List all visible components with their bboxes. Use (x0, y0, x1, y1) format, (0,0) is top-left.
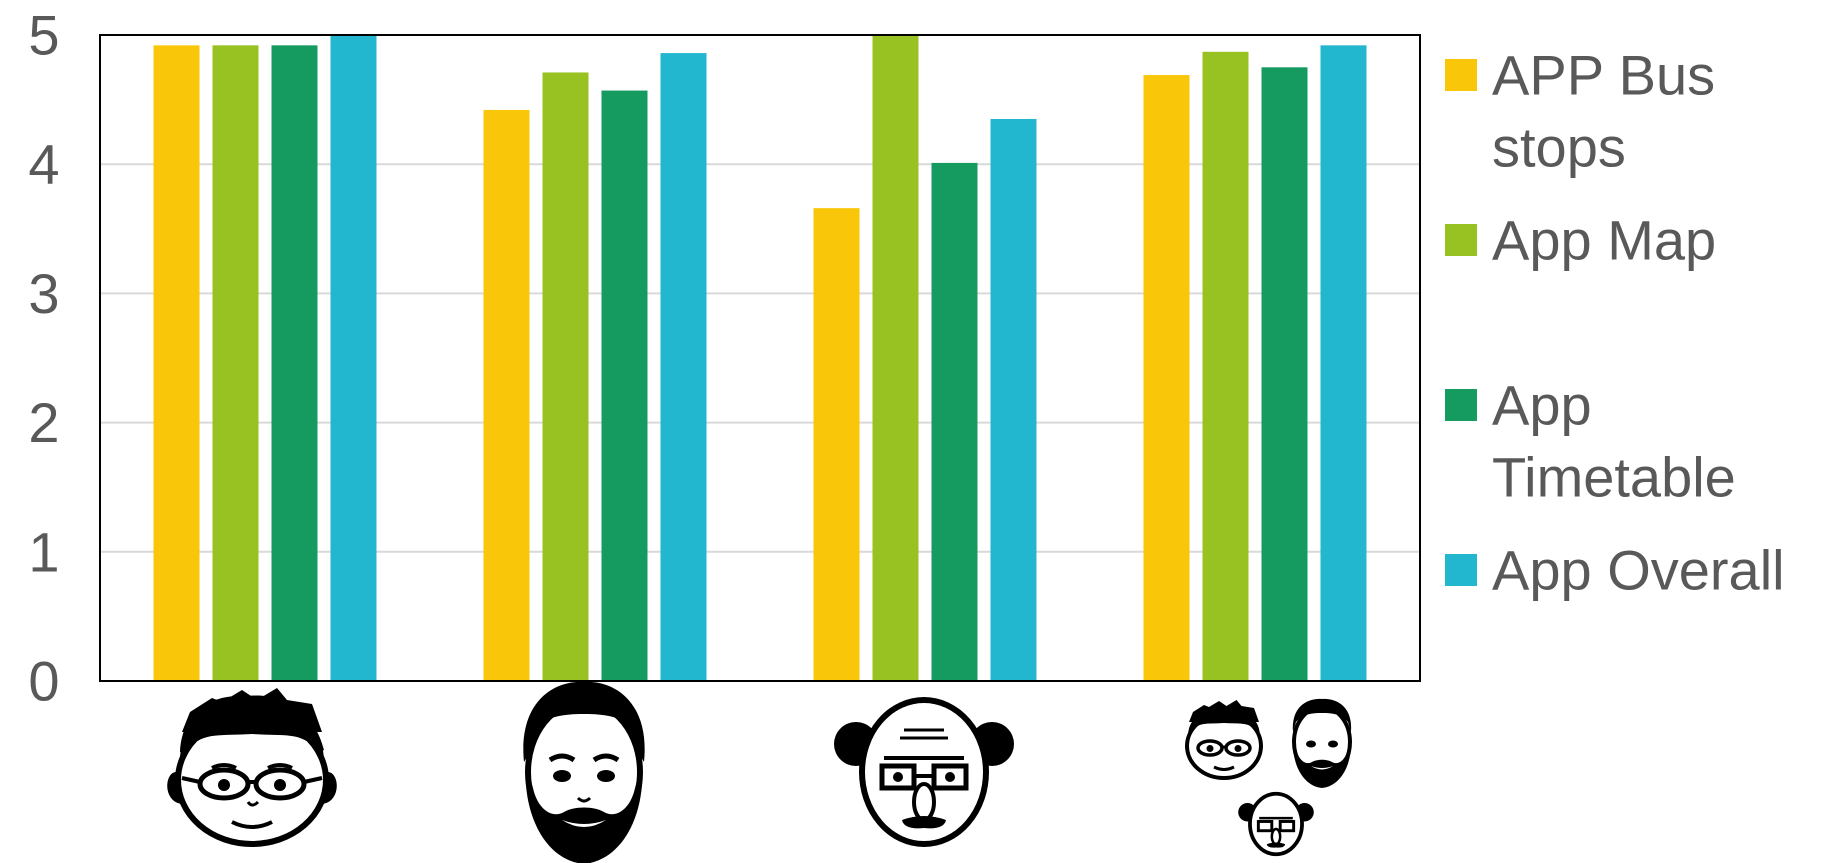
face-beard-icon (523, 681, 645, 863)
bar-user-group-1-series-2 (271, 45, 318, 681)
y-axis-ticks: 0 1 2 3 4 5 (28, 4, 59, 713)
gridlines (100, 163, 1420, 553)
legend-entry: App Timetable (1445, 374, 1736, 509)
bar-all-users-series-2 (1261, 67, 1308, 682)
bar-all-users-series-0 (1143, 75, 1190, 681)
legend: APP Bus stops App Map App Timetable App Over… (1445, 44, 1785, 602)
y-tick-label: 4 (28, 133, 59, 196)
legend-label: App Map (1492, 209, 1716, 272)
legend-label: Timetable (1492, 446, 1736, 509)
legend-swatch (1445, 554, 1477, 586)
bar-user-group-3-series-2 (931, 162, 978, 681)
legend-entry: APP Bus stops (1445, 44, 1715, 179)
legend-swatch (1445, 59, 1477, 91)
face-elderly-icon (834, 697, 1014, 847)
legend-label: App Overall (1492, 539, 1785, 602)
bar-all-users-series-3 (1320, 45, 1367, 681)
bar-user-group-3-series-1 (872, 35, 919, 681)
bars (153, 35, 1367, 682)
legend-label: stops (1492, 116, 1626, 179)
bar-user-group-1-series-0 (153, 45, 200, 681)
legend-entry: App Map (1445, 209, 1716, 272)
bar-user-group-1-series-1 (212, 45, 259, 681)
y-tick-label: 0 (28, 650, 59, 713)
legend-label: APP Bus (1492, 44, 1715, 107)
legend-label: App (1492, 374, 1592, 437)
y-tick-label: 2 (28, 391, 59, 454)
legend-entry: App Overall (1445, 539, 1785, 602)
bar-user-group-1-series-3 (330, 35, 377, 681)
bar-user-group-2-series-2 (601, 90, 648, 681)
y-tick-label: 1 (28, 520, 59, 583)
bar-all-users-series-1 (1202, 51, 1249, 681)
faces-group-icon (1185, 698, 1352, 857)
bar-user-group-2-series-3 (660, 53, 707, 681)
y-tick-label: 3 (28, 262, 59, 325)
legend-swatch (1445, 389, 1477, 421)
bar-user-group-3-series-0 (813, 208, 860, 682)
face-glasses-icon (167, 688, 337, 847)
legend-swatch (1445, 224, 1477, 256)
bar-user-group-2-series-0 (483, 109, 530, 682)
bar-user-group-2-series-1 (542, 72, 589, 681)
y-tick-label: 5 (28, 4, 59, 67)
plot-area-border (99, 34, 1421, 682)
bar-user-group-3-series-3 (990, 118, 1037, 682)
